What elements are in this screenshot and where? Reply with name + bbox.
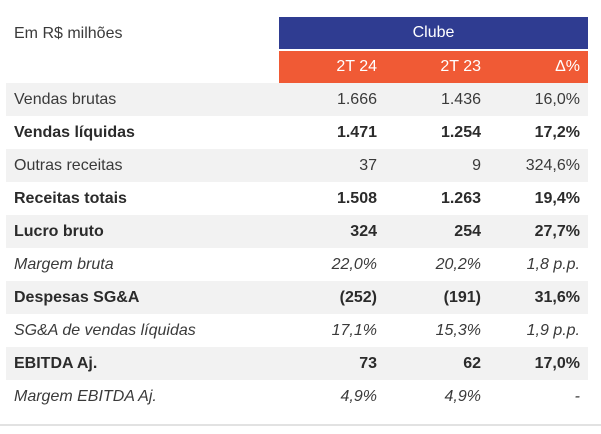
value-2t24: 17,1% <box>331 322 377 339</box>
table-row: Outras receitas 37 9 324,6% <box>6 149 588 182</box>
value-2t24: 73 <box>359 355 377 372</box>
column-header-delta: Δ% <box>555 58 580 75</box>
table-row: Lucro bruto 324 254 27,7% <box>6 215 588 248</box>
group-header-label: Clube <box>412 24 455 41</box>
value-delta: 324,6% <box>525 157 580 174</box>
value-2t24: 1.508 <box>336 190 377 207</box>
table-body: Vendas brutas 1.666 1.436 16,0% Vendas l… <box>6 83 588 413</box>
value-2t23: 254 <box>454 223 481 240</box>
table-row: Despesas SG&A (252) (191) 31,6% <box>6 281 588 314</box>
value-2t23: 62 <box>463 355 481 372</box>
value-2t23: 1.254 <box>440 124 481 141</box>
table-row: EBITDA Aj. 73 62 17,0% <box>6 347 588 380</box>
row-label: EBITDA Aj. <box>14 355 98 372</box>
value-delta: 1,9 p.p. <box>526 322 580 339</box>
value-2t23: 20,2% <box>435 256 481 273</box>
value-2t23: (191) <box>443 289 481 306</box>
value-2t23: 1.436 <box>440 91 481 108</box>
value-2t24: 22,0% <box>331 256 377 273</box>
table-row: Vendas brutas 1.666 1.436 16,0% <box>6 83 588 116</box>
table-row: SG&A de vendas líquidas 17,1% 15,3% 1,9 … <box>6 314 588 347</box>
value-delta: 17,2% <box>534 124 580 141</box>
table-row: Margem bruta 22,0% 20,2% 1,8 p.p. <box>6 248 588 281</box>
row-label: Vendas brutas <box>14 91 117 108</box>
value-2t24: 1.666 <box>336 91 377 108</box>
row-label: SG&A de vendas líquidas <box>14 322 196 339</box>
value-delta: - <box>574 388 580 405</box>
row-label: Despesas SG&A <box>14 289 140 306</box>
value-2t23: 4,9% <box>444 388 481 405</box>
row-label: Lucro bruto <box>14 223 104 240</box>
row-label: Receitas totais <box>14 190 127 207</box>
value-delta: 1,8 p.p. <box>526 256 580 273</box>
table-row: Vendas líquidas 1.471 1.254 17,2% <box>6 116 588 149</box>
table-row: Receitas totais 1.508 1.263 19,4% <box>6 182 588 215</box>
value-2t24: 4,9% <box>340 388 377 405</box>
value-2t24: 1.471 <box>336 124 377 141</box>
row-label: Vendas líquidas <box>14 124 135 141</box>
value-2t24: 324 <box>350 223 377 240</box>
column-header-row: 2T 24 2T 23 Δ% <box>279 51 588 83</box>
value-2t24: 37 <box>359 157 377 174</box>
row-label: Margem EBITDA Aj. <box>14 388 157 405</box>
row-label: Margem bruta <box>14 256 114 273</box>
value-2t23: 1.263 <box>440 190 481 207</box>
table-bottom-rule <box>0 424 601 426</box>
table-caption: Em R$ milhões <box>14 25 123 42</box>
value-delta: 17,0% <box>534 355 580 372</box>
group-header: Clube <box>279 17 588 49</box>
value-delta: 27,7% <box>534 223 580 240</box>
column-header-2t23: 2T 23 <box>440 58 481 75</box>
table-row: Margem EBITDA Aj. 4,9% 4,9% - <box>6 380 588 413</box>
value-2t23: 9 <box>472 157 481 174</box>
value-2t24: (252) <box>339 289 377 306</box>
column-header-2t24: 2T 24 <box>336 58 377 75</box>
value-2t23: 15,3% <box>435 322 481 339</box>
value-delta: 19,4% <box>534 190 580 207</box>
value-delta: 16,0% <box>534 91 580 108</box>
value-delta: 31,6% <box>534 289 580 306</box>
row-label: Outras receitas <box>14 157 123 174</box>
